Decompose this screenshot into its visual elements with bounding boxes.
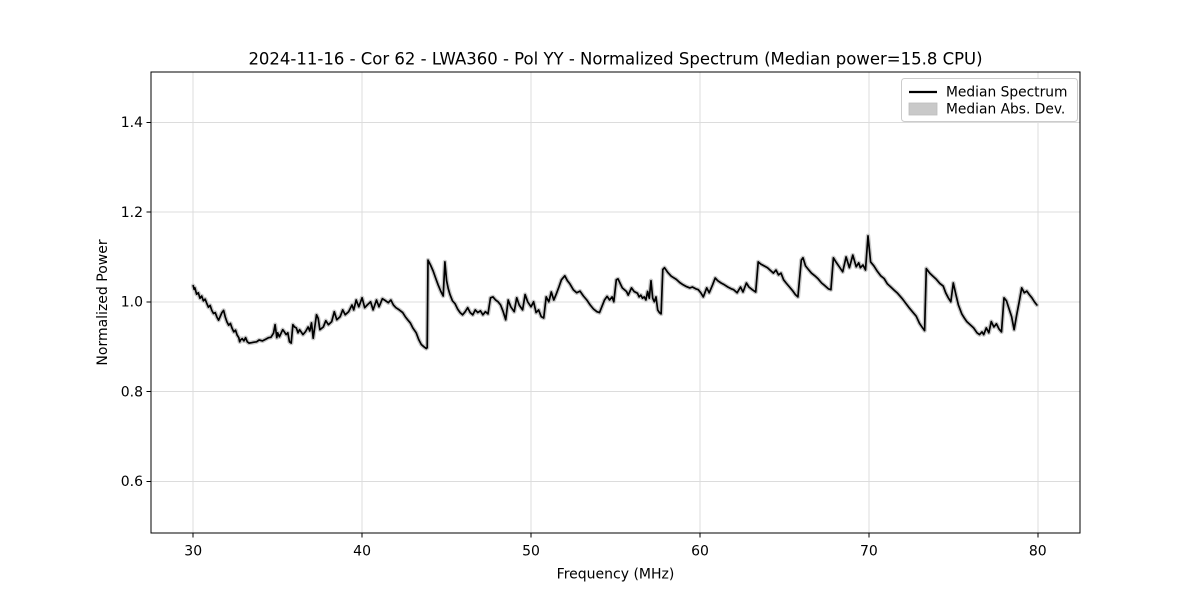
legend: Median Spectrum Median Abs. Dev. <box>901 78 1078 122</box>
median-spectrum-line <box>192 234 1038 350</box>
x-tick-label: 70 <box>860 544 878 560</box>
ticks: 30 40 50 60 70 80 0.6 0.8 1.0 1.2 1.4 <box>121 115 1047 559</box>
legend-box <box>901 78 1078 122</box>
x-tick-label: 30 <box>184 544 202 560</box>
y-tick-label: 1.2 <box>121 205 143 221</box>
legend-label-median-spectrum: Median Spectrum <box>946 85 1067 101</box>
x-tick-label: 80 <box>1029 544 1047 560</box>
chart-title: 2024-11-16 - Cor 62 - LWA360 - Pol YY - … <box>248 50 982 69</box>
y-tick-label: 0.8 <box>121 384 143 400</box>
x-tick-label: 50 <box>522 544 540 560</box>
y-tick-label: 0.6 <box>121 474 143 490</box>
plot-border <box>150 71 1081 534</box>
legend-label-median-abs-dev: Median Abs. Dev. <box>946 102 1065 118</box>
y-tick-label: 1.4 <box>121 115 143 131</box>
series-layer <box>191 233 1040 351</box>
legend-patch-swatch <box>908 102 938 116</box>
x-tick-label: 40 <box>353 544 371 560</box>
y-axis-label: Normalized Power <box>95 239 111 365</box>
x-tick-label: 60 <box>691 544 709 560</box>
y-tick-label: 1.0 <box>121 295 143 311</box>
x-axis-label: Frequency (MHz) <box>557 567 675 583</box>
